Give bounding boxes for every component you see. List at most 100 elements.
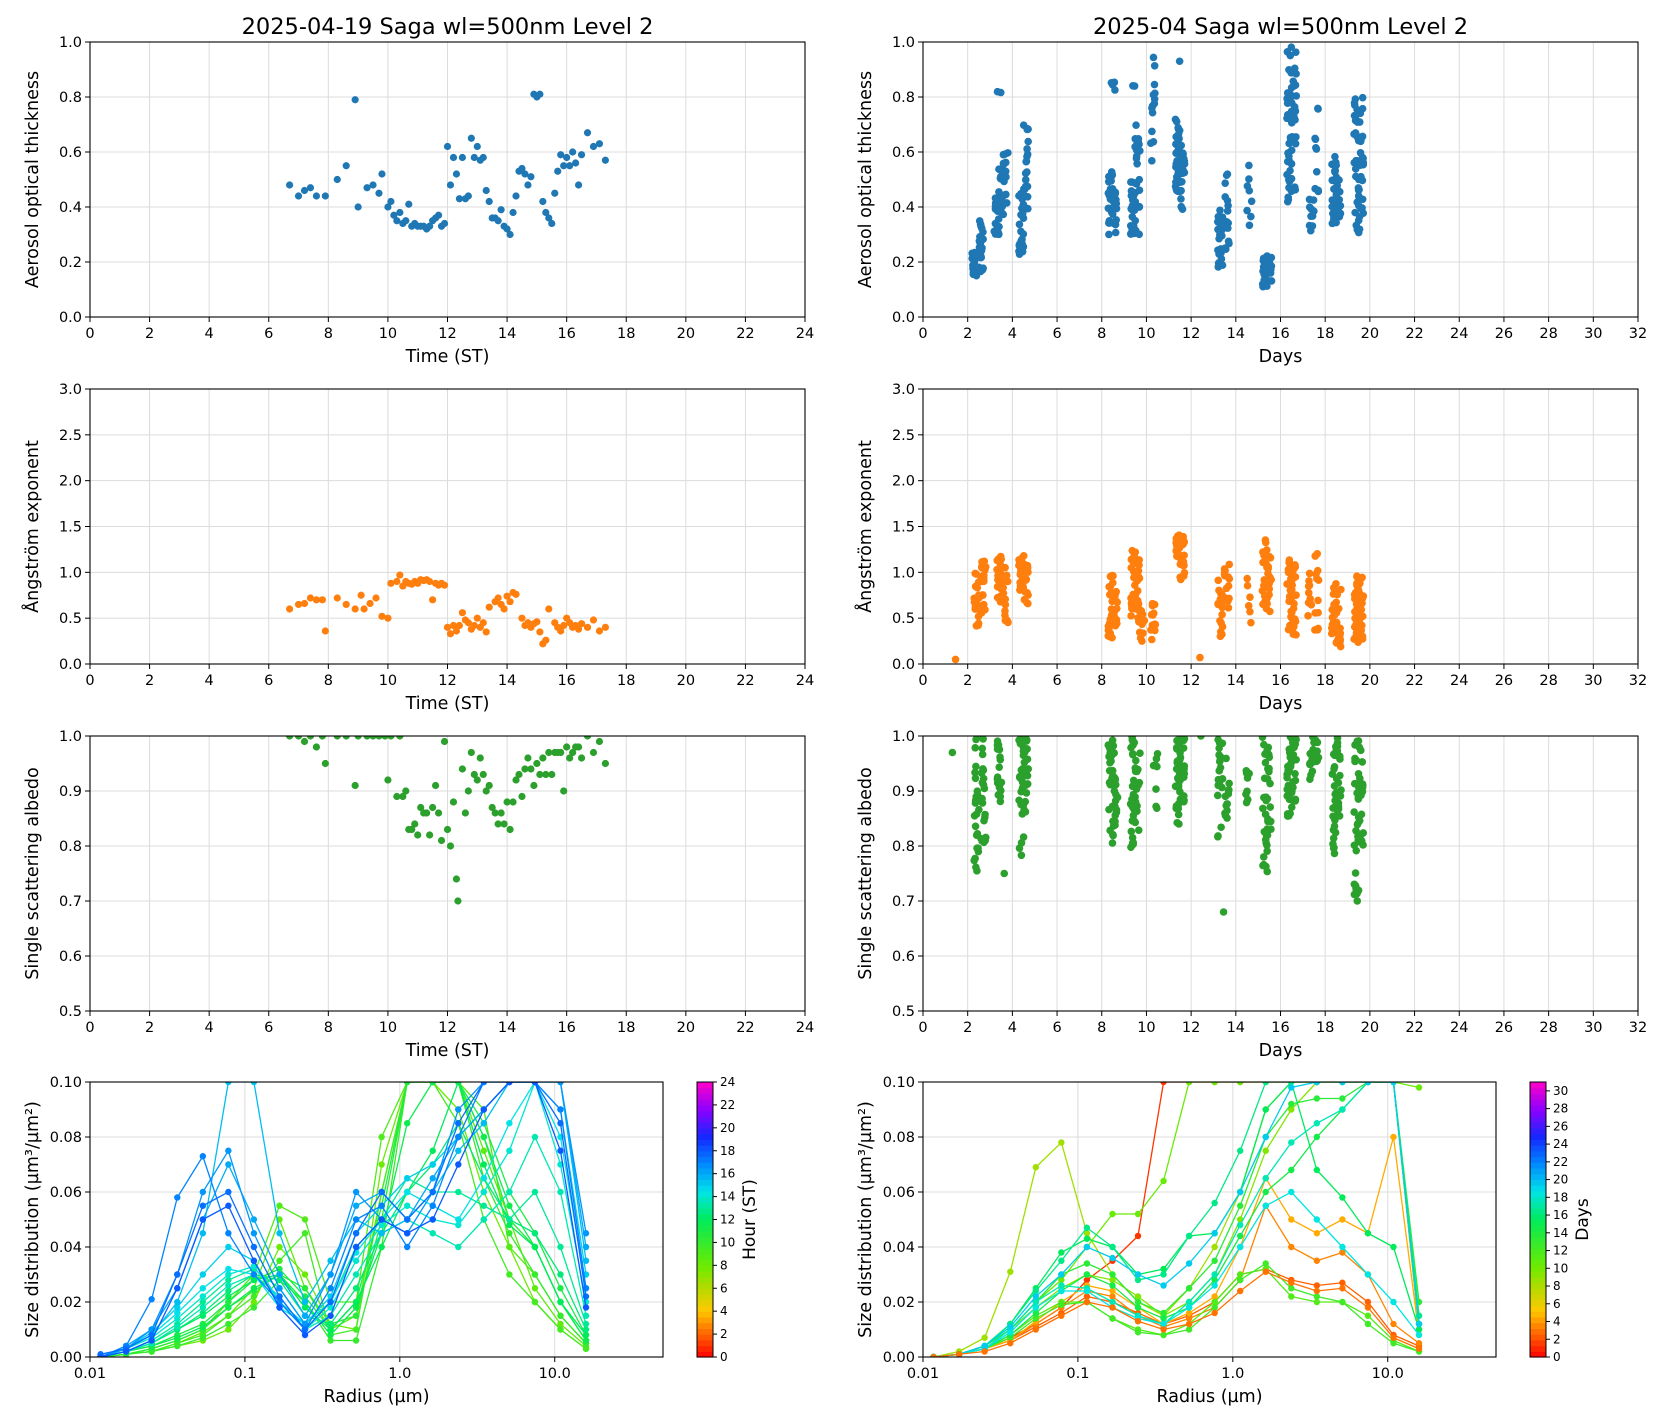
data-point	[1236, 1232, 1244, 1240]
data-point	[1356, 149, 1365, 157]
data-point	[1339, 1095, 1346, 1102]
colorbar-tick-label: 12	[720, 1213, 735, 1227]
data-point	[1174, 130, 1183, 138]
data-point	[978, 591, 987, 599]
data-point	[1185, 1304, 1193, 1311]
x-tick-label: 18	[617, 326, 635, 342]
y-tick-label: 1.0	[59, 35, 82, 51]
data-point	[1292, 48, 1300, 56]
size-series-line	[933, 1262, 1420, 1357]
data-point	[1150, 61, 1159, 70]
data-point	[479, 619, 487, 627]
data-point	[352, 1312, 360, 1319]
data-point	[1246, 607, 1254, 616]
data-point	[485, 603, 493, 611]
x-tick-label: 2	[145, 1020, 154, 1036]
data-point	[1178, 177, 1186, 186]
data-point	[482, 787, 490, 795]
data-point	[979, 264, 987, 272]
data-point	[381, 736, 389, 740]
data-point	[518, 164, 526, 173]
data-point	[454, 897, 462, 905]
colorbar-tick-label: 14	[1553, 1226, 1568, 1240]
data-point	[467, 748, 475, 757]
x-tick-label: 16	[1271, 1020, 1289, 1036]
data-point	[557, 1326, 564, 1333]
data-point	[1286, 166, 1294, 175]
data-point	[1287, 174, 1296, 183]
data-point	[997, 786, 1005, 795]
data-point	[500, 820, 508, 828]
data-point	[485, 781, 493, 790]
data-point	[1262, 1260, 1269, 1267]
data-point	[1334, 799, 1343, 807]
y-tick-label: 0.0	[59, 310, 82, 326]
data-point	[402, 217, 410, 225]
x-tick-label: 8	[1097, 326, 1106, 342]
data-point	[378, 1216, 385, 1223]
data-point	[1132, 756, 1140, 765]
data-point	[1022, 575, 1031, 584]
data-point	[1160, 1315, 1167, 1322]
data-point	[1017, 851, 1026, 860]
data-point	[1021, 176, 1030, 184]
plot-frame	[89, 41, 806, 318]
x-tick-label: 10.0	[1372, 1366, 1404, 1382]
data-point	[1247, 212, 1255, 221]
size-series-line	[933, 1136, 1420, 1357]
data-point	[276, 1271, 283, 1278]
x-tick-label: 24	[796, 1020, 814, 1036]
data-point	[500, 605, 508, 613]
y-axis-label: Single scattering albedo	[856, 767, 876, 979]
data-point	[363, 736, 371, 740]
x-tick-label: 30	[1584, 673, 1602, 689]
data-point	[1131, 818, 1140, 827]
data-point	[582, 1230, 590, 1237]
data-point	[1224, 237, 1233, 246]
data-point	[1151, 626, 1159, 635]
data-point	[506, 1230, 513, 1237]
data-point	[1177, 186, 1185, 195]
data-point	[276, 1304, 283, 1311]
data-point	[1306, 749, 1314, 758]
data-point	[494, 594, 502, 602]
data-point	[1243, 787, 1251, 796]
data-point	[225, 1276, 232, 1284]
data-point	[548, 770, 556, 779]
data-point	[1148, 127, 1156, 136]
data-point	[524, 181, 532, 189]
data-point	[574, 181, 583, 189]
data-point	[403, 1175, 411, 1182]
data-point	[1032, 1164, 1040, 1171]
x-tick-label: 28	[1539, 673, 1557, 689]
data-point	[1262, 839, 1270, 847]
data-point	[403, 1202, 411, 1209]
data-point	[981, 836, 989, 845]
data-point	[1106, 758, 1114, 767]
data-point	[1105, 778, 1114, 787]
data-point	[378, 612, 386, 620]
data-point	[1111, 780, 1120, 789]
data-point	[996, 552, 1005, 561]
x-tick-label: 1.0	[388, 1366, 411, 1382]
data-point	[1287, 159, 1296, 168]
data-point	[1291, 769, 1299, 778]
data-point	[378, 170, 386, 178]
data-point	[250, 1082, 258, 1086]
data-point	[1288, 1166, 1295, 1174]
y-tick-label: 2.5	[59, 428, 82, 444]
x-tick-label: 24	[1450, 673, 1468, 689]
y-axis-label: Size distribution (µm³/µm²)	[23, 1101, 43, 1338]
data-point	[1083, 1293, 1091, 1300]
data-point	[1185, 1285, 1193, 1292]
data-point	[1311, 609, 1319, 617]
data-point	[1179, 561, 1188, 570]
data-point	[969, 270, 978, 279]
y-tick-label: 2.5	[892, 428, 915, 444]
data-point	[225, 1326, 232, 1333]
data-point	[1350, 101, 1359, 109]
x-tick-label: 0	[918, 326, 927, 342]
data-point	[1243, 206, 1251, 215]
data-point	[979, 600, 988, 609]
data-point	[455, 1147, 462, 1154]
